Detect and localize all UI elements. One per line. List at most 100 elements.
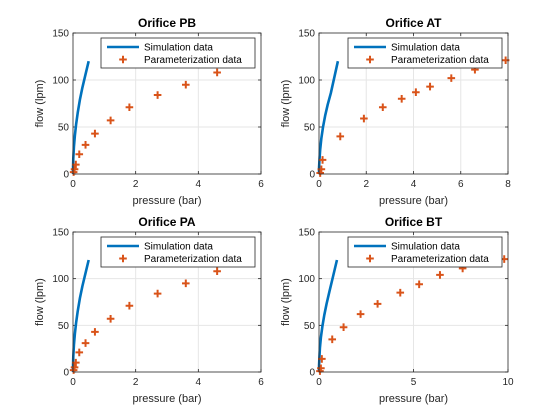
legend-label-parameterization: Parameterization data <box>144 254 242 265</box>
y-tick-label: 50 <box>304 123 316 134</box>
legend-label-simulation: Simulation data <box>391 242 460 253</box>
axes-box <box>72 32 262 175</box>
y-tick-label: 150 <box>298 29 315 40</box>
parameterization-point <box>213 267 221 275</box>
x-tick-label: 4 <box>196 179 202 190</box>
parameterization-point <box>153 91 162 99</box>
y-axis-label: flow (lpm) <box>280 278 292 326</box>
y-tick-label: 50 <box>58 321 70 332</box>
legend-marker-symbol <box>119 254 127 263</box>
legend-marker-symbol <box>366 55 374 64</box>
x-tick-label: 2 <box>133 179 139 190</box>
x-tick-label: 6 <box>258 179 264 190</box>
y-tick-label: 50 <box>58 123 70 134</box>
parameterization-point <box>328 335 337 344</box>
parameterization-point <box>360 114 368 123</box>
chart-title: Orifice PB <box>138 16 196 30</box>
legend-label-simulation: Simulation data <box>144 43 213 54</box>
legend-label-parameterization: Parameterization data <box>391 55 489 66</box>
x-tick-label: 0 <box>316 377 322 388</box>
x-tick-label: 8 <box>505 179 511 190</box>
parameterization-point <box>373 300 382 308</box>
axes-box <box>318 231 509 373</box>
parameterization-point <box>75 348 84 357</box>
x-tick-label: 0 <box>316 179 322 190</box>
x-tick-label: 6 <box>258 377 264 388</box>
parameterization-point <box>75 150 84 159</box>
parameterization-point <box>70 165 79 174</box>
parameterization-point <box>317 364 325 373</box>
parameterization-point <box>415 280 423 289</box>
y-tick-label: 100 <box>52 274 69 285</box>
legend-box <box>100 236 256 268</box>
y-axis-label: flow (lpm) <box>34 80 46 128</box>
legend-label-parameterization: Parameterization data <box>391 254 489 265</box>
parameterization-point <box>436 271 444 279</box>
parameterization-point <box>426 82 434 91</box>
x-axis-label: pressure (bar) <box>379 393 448 405</box>
y-tick-label: 150 <box>52 29 69 40</box>
y-tick-label: 100 <box>52 76 69 87</box>
x-tick-label: 10 <box>502 377 514 388</box>
parameterization-point <box>356 310 365 318</box>
y-tick-label: 0 <box>63 170 69 181</box>
y-tick-label: 50 <box>304 321 316 332</box>
parameterization-point <box>336 132 345 141</box>
legend-label-simulation: Simulation data <box>144 242 213 253</box>
parameterization-point <box>412 88 420 97</box>
parameterization-point <box>70 363 79 372</box>
y-axis-label: flow (lpm) <box>34 278 46 326</box>
x-tick-label: 2 <box>363 179 369 190</box>
y-tick-label: 150 <box>298 228 315 239</box>
y-tick-label: 0 <box>63 368 69 379</box>
x-tick-label: 6 <box>458 179 464 190</box>
x-tick-label: 2 <box>133 377 139 388</box>
y-tick-label: 0 <box>309 368 315 379</box>
axes-box <box>318 32 509 175</box>
legend-box <box>347 37 503 69</box>
x-axis-label: pressure (bar) <box>132 195 201 207</box>
parameterization-point <box>316 169 324 177</box>
parameterization-point <box>339 323 348 331</box>
chart-title: Orifice BT <box>385 215 443 229</box>
parameterization-point <box>447 74 456 82</box>
y-tick-label: 100 <box>298 274 315 285</box>
parameterization-point <box>125 301 134 310</box>
parameterization-point <box>182 279 190 288</box>
parameterization-point <box>213 68 221 77</box>
x-axis-label: pressure (bar) <box>132 393 201 405</box>
x-tick-label: 4 <box>196 377 202 388</box>
legend-label-parameterization: Parameterization data <box>144 55 242 66</box>
legend-marker-symbol <box>119 55 127 64</box>
parameterization-point <box>396 288 405 297</box>
legend-box <box>347 236 503 268</box>
x-axis-label: pressure (bar) <box>379 195 448 207</box>
parameterization-point <box>378 103 387 112</box>
chart-title: Orifice AT <box>385 16 442 30</box>
parameterization-point <box>81 141 90 149</box>
parameterization-point <box>91 129 99 138</box>
parameterization-point <box>106 116 115 125</box>
legend-marker-symbol <box>366 254 374 263</box>
y-tick-label: 0 <box>309 170 315 181</box>
x-tick-label: 5 <box>411 377 417 388</box>
parameterization-point <box>182 80 190 89</box>
legend-box <box>100 37 256 69</box>
subplot-3: 0 2 4 6 0 50 100 150 Orifice PA pressure (bar) flo… <box>34 215 264 405</box>
subplot-2: 0 2 4 6 8 0 50 100 150 Orifice AT pressure (bar) fl… <box>280 16 511 207</box>
parameterization-point <box>397 95 406 103</box>
y-tick-label: 150 <box>52 228 69 239</box>
parameterization-point <box>91 328 99 336</box>
legend-label-simulation: Simulation data <box>391 43 460 54</box>
subplot-1: 0 2 4 6 0 50 100 150 Orifice PB pressure (bar) flo… <box>34 16 264 207</box>
axes-box <box>72 231 262 373</box>
parameterization-point <box>106 315 115 323</box>
x-tick-label: 0 <box>70 377 76 388</box>
parameterization-point <box>153 289 162 298</box>
